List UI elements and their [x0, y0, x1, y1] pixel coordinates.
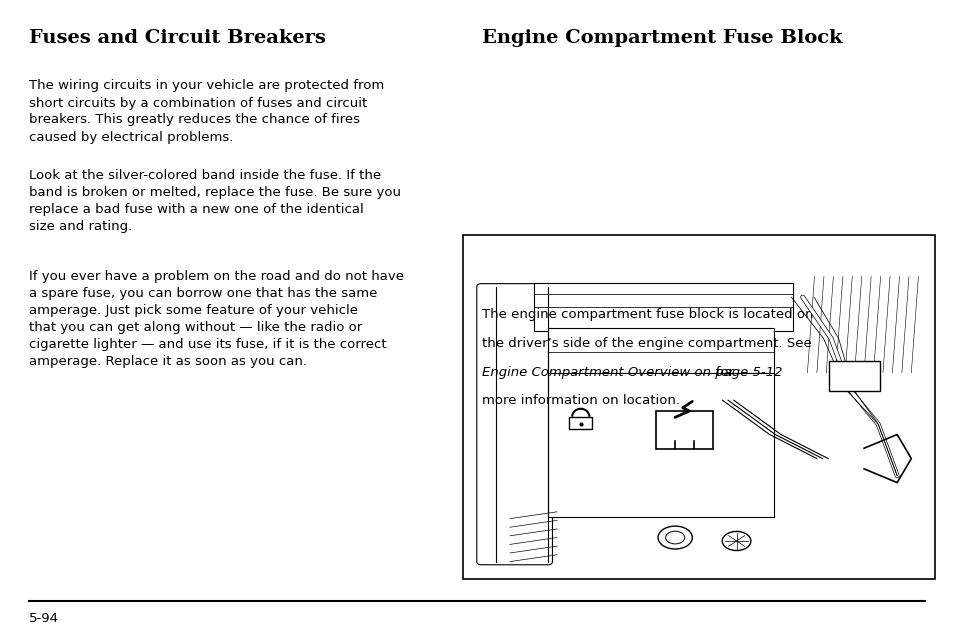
Text: Fuses and Circuit Breakers: Fuses and Circuit Breakers [29, 29, 325, 46]
FancyBboxPatch shape [656, 411, 713, 448]
Text: Engine Compartment Overview on page 5-12: Engine Compartment Overview on page 5-12 [481, 366, 781, 378]
Bar [569, 417, 592, 429]
Circle shape [665, 531, 684, 544]
Circle shape [658, 526, 692, 549]
Circle shape [721, 532, 750, 551]
Bar [533, 284, 793, 331]
Text: The wiring circuits in your vehicle are protected from
short circuits by a combi: The wiring circuits in your vehicle are … [29, 80, 383, 144]
Bar [547, 328, 774, 373]
FancyBboxPatch shape [828, 361, 880, 391]
FancyBboxPatch shape [476, 284, 552, 565]
Text: for: for [481, 366, 733, 378]
Text: more information on location.: more information on location. [481, 394, 679, 407]
Text: The engine compartment fuse block is located on: The engine compartment fuse block is loc… [481, 308, 812, 321]
Bar [547, 373, 774, 517]
Text: If you ever have a problem on the road and do not have
a spare fuse, you can bor: If you ever have a problem on the road a… [29, 270, 403, 368]
Text: Engine Compartment Fuse Block: Engine Compartment Fuse Block [481, 29, 841, 46]
Bar [462, 235, 934, 579]
Text: the driver’s side of the engine compartment. See: the driver’s side of the engine compartm… [481, 337, 811, 350]
Text: Look at the silver-colored band inside the fuse. If the
band is broken or melted: Look at the silver-colored band inside t… [29, 169, 400, 233]
Text: 5-94: 5-94 [29, 612, 58, 625]
